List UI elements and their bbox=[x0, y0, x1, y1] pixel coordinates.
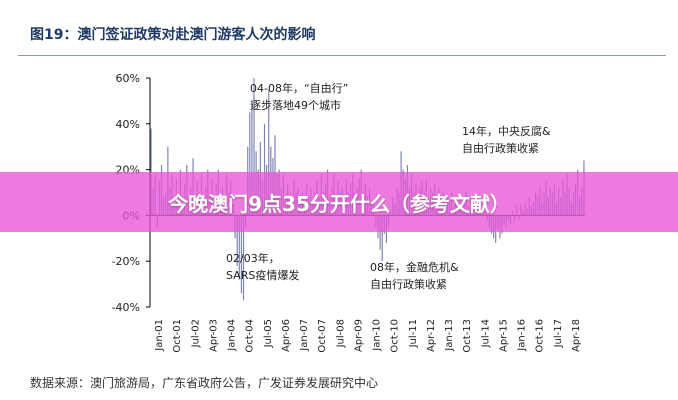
y-tick-label: -20% bbox=[112, 255, 140, 268]
bar bbox=[240, 215, 243, 294]
y-tick-label: -40% bbox=[112, 301, 140, 314]
x-tick-label: Jan-01 bbox=[154, 319, 165, 352]
bar bbox=[150, 128, 152, 216]
x-tick-label: Jul-17 bbox=[553, 319, 564, 348]
bar bbox=[381, 215, 383, 262]
x-tick-label: Apr-12 bbox=[426, 319, 437, 352]
chart-annotation: 14年，中央反腐&自由行政策收紧 bbox=[462, 124, 551, 155]
bar bbox=[242, 215, 245, 301]
x-tick-label: Oct-07 bbox=[317, 319, 328, 353]
x-tick-label: Jan-13 bbox=[444, 319, 455, 352]
bar bbox=[238, 215, 240, 280]
bar bbox=[379, 215, 381, 250]
y-tick-label: 60% bbox=[116, 72, 140, 85]
y-tick-label: 40% bbox=[116, 118, 140, 131]
x-tick-label: Apr-03 bbox=[208, 319, 219, 352]
x-tick-label: Apr-06 bbox=[281, 319, 292, 352]
chart-annotation: 04-08年，“自由行”逐步落地49个城市 bbox=[250, 81, 348, 112]
x-tick-label: Oct-10 bbox=[390, 319, 401, 353]
figure-title: 图19：澳门签证政策对赴澳门游客人次的影响 bbox=[30, 27, 316, 43]
bar bbox=[249, 112, 251, 216]
x-tick-label: Jul-02 bbox=[190, 319, 201, 348]
bar bbox=[263, 123, 266, 216]
bar bbox=[268, 89, 270, 216]
x-tick-label: Apr-18 bbox=[571, 319, 582, 352]
x-tick-label: Oct-01 bbox=[172, 319, 183, 353]
source-note: 数据来源：澳门旅游局，广东省政府公告，广发证券发展研究中心 bbox=[30, 376, 379, 390]
x-tick-label: Apr-15 bbox=[498, 319, 509, 352]
x-tick-label: Oct-04 bbox=[245, 319, 256, 353]
bar bbox=[236, 215, 238, 266]
x-tick-label: Jul-14 bbox=[480, 319, 491, 348]
x-tick-label: Jul-05 bbox=[263, 319, 274, 348]
x-tick-label: Apr-09 bbox=[353, 319, 364, 352]
bar bbox=[251, 100, 253, 216]
x-tick-label: Jan-16 bbox=[517, 319, 528, 352]
chart-annotation: 08年，金融危机&自由行政策收紧 bbox=[370, 260, 459, 291]
x-tick-label: Jul-11 bbox=[408, 319, 419, 348]
x-tick-label: Oct-16 bbox=[535, 319, 546, 353]
x-tick-label: Jul-08 bbox=[335, 319, 346, 348]
x-tick-label: Oct-13 bbox=[462, 319, 473, 353]
x-tick-label: Jan-04 bbox=[227, 319, 238, 352]
x-tick-label: Jan-10 bbox=[372, 319, 383, 352]
banner-text: 今晚澳门9点35分开什么（参考文献） bbox=[168, 191, 510, 216]
x-tick-label: Jan-07 bbox=[299, 319, 310, 352]
title-divider bbox=[18, 55, 666, 56]
overlay-banner: 今晚澳门9点35分开什么（参考文献） bbox=[0, 172, 678, 232]
bar bbox=[253, 78, 255, 216]
chart-annotation: 02/03年， SARS疫情爆发 bbox=[226, 251, 299, 282]
